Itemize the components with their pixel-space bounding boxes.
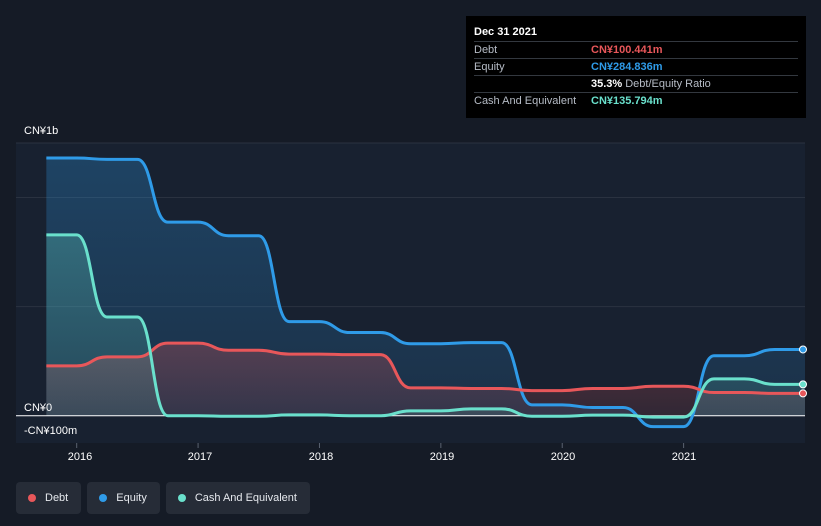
tooltip-label (474, 76, 591, 92)
x-tick-label: 2020 (550, 451, 576, 463)
x-tick-label: 2018 (308, 451, 334, 463)
end-point-cash-and-equivalent (799, 380, 807, 389)
area-cash-and-equivalent (46, 234, 806, 418)
tooltip-label: Cash And Equivalent (474, 95, 577, 107)
tooltip-value: CN¥284.836m (591, 61, 663, 73)
tooltip-panel: Dec 31 2021 Debt CN¥100.441m Equity CN¥2… (466, 16, 806, 118)
end-point-debt (799, 389, 807, 398)
tooltip-label: Debt (474, 44, 498, 56)
legend-dot-icon (99, 494, 108, 502)
legend: Debt Equity Cash And Equivalent (16, 482, 310, 514)
tooltip-value: CN¥135.794m (591, 95, 663, 107)
legend-dot-icon (28, 494, 36, 502)
line-debt (46, 341, 805, 395)
x-tick-label: 2016 (67, 451, 93, 463)
tooltip-row-ratio: 35.3% Debt/Equity Ratio (474, 75, 798, 92)
y-tick-label: CN¥1b (24, 125, 59, 137)
legend-item-debt[interactable]: Debt (16, 482, 82, 514)
x-tick-label: 2017 (187, 451, 213, 463)
tooltip-date: Dec 31 2021 (474, 26, 537, 38)
legend-dot-icon (177, 494, 186, 502)
legend-label: Equity (116, 492, 147, 504)
tooltip-value: CN¥100.441m (591, 44, 663, 56)
y-tick-label: CN¥0 (24, 402, 53, 414)
tooltip-row-equity: Equity CN¥284.836m (474, 58, 798, 75)
legend-label: Cash And Equivalent (194, 492, 297, 504)
x-tick-label: 2021 (671, 451, 697, 463)
area-debt (46, 343, 806, 416)
tooltip-value: 35.3% (591, 78, 623, 90)
line-equity (46, 156, 805, 429)
legend-label: Debt (45, 492, 69, 504)
tooltip-row-debt: Debt CN¥100.441m (474, 41, 798, 58)
legend-item-cash[interactable]: Cash And Equivalent (165, 482, 310, 514)
tooltip-label: Equity (474, 61, 505, 73)
x-tick-label: 2019 (429, 451, 455, 463)
end-point-equity (799, 345, 807, 354)
legend-item-equity[interactable]: Equity (87, 482, 160, 514)
line-cash-and-equivalent (46, 233, 805, 419)
y-tick-label: -CN¥100m (24, 425, 78, 437)
tooltip-ratio-label: Debt/Equity Ratio (625, 78, 711, 90)
tooltip-row-cash: Cash And Equivalent CN¥135.794m (474, 92, 798, 109)
